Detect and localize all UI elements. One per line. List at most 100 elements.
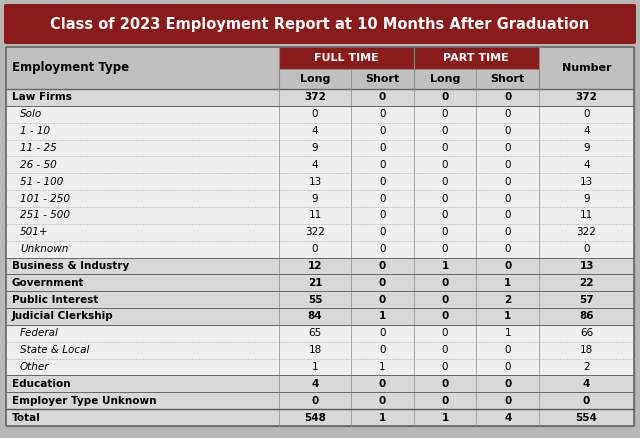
Text: 1: 1 [379, 362, 385, 372]
Text: 26 - 50: 26 - 50 [20, 160, 57, 170]
Text: Solo: Solo [20, 109, 42, 119]
Text: 4: 4 [583, 160, 590, 170]
Text: Business & Industry: Business & Industry [12, 261, 129, 271]
Bar [6, 359, 634, 375]
Text: 0: 0 [312, 109, 318, 119]
Text: 2: 2 [583, 362, 590, 372]
Text: 0: 0 [504, 160, 511, 170]
Text: 0: 0 [442, 362, 448, 372]
Bar [6, 240, 634, 258]
Bar [6, 342, 634, 359]
Bar [6, 89, 634, 106]
Text: Employment Type: Employment Type [12, 61, 129, 74]
Text: 0: 0 [504, 396, 511, 406]
Text: 0: 0 [442, 244, 448, 254]
Text: 18: 18 [308, 345, 322, 355]
Text: 0: 0 [504, 379, 511, 389]
Text: 13: 13 [580, 177, 593, 187]
Text: 0: 0 [504, 362, 511, 372]
Bar [413, 47, 539, 69]
Text: 13: 13 [579, 261, 594, 271]
Text: Short: Short [491, 74, 525, 84]
Text: 51 - 100: 51 - 100 [20, 177, 63, 187]
Bar [6, 258, 634, 274]
Text: 0: 0 [504, 143, 511, 153]
Text: 9: 9 [312, 143, 318, 153]
Text: 0: 0 [378, 295, 386, 304]
Text: 101 - 250: 101 - 250 [20, 194, 70, 204]
Text: 0: 0 [504, 345, 511, 355]
Text: 0: 0 [442, 126, 448, 136]
Text: Long: Long [430, 74, 460, 84]
Bar [279, 69, 351, 89]
Text: 86: 86 [579, 311, 594, 321]
Text: 0: 0 [504, 261, 511, 271]
Text: 4: 4 [583, 379, 590, 389]
Text: 0: 0 [378, 261, 386, 271]
Text: 0: 0 [442, 396, 449, 406]
Text: 322: 322 [577, 227, 596, 237]
Text: 0: 0 [379, 143, 385, 153]
Text: 22: 22 [579, 278, 594, 288]
Text: 1: 1 [312, 362, 318, 372]
Text: 9: 9 [312, 194, 318, 204]
Text: Federal: Federal [20, 328, 59, 338]
Text: 1 - 10: 1 - 10 [20, 126, 50, 136]
Text: 0: 0 [379, 227, 385, 237]
Text: 55: 55 [308, 295, 322, 304]
Text: 1: 1 [504, 328, 511, 338]
Text: 0: 0 [583, 396, 590, 406]
Text: 0: 0 [379, 210, 385, 220]
Text: 0: 0 [504, 194, 511, 204]
Bar [6, 207, 634, 224]
Text: 0: 0 [442, 177, 448, 187]
Text: 0: 0 [379, 194, 385, 204]
Text: 13: 13 [308, 177, 322, 187]
Bar [6, 106, 634, 123]
Text: Judicial Clerkship: Judicial Clerkship [12, 311, 114, 321]
Text: 0: 0 [379, 345, 385, 355]
Text: 251 - 500: 251 - 500 [20, 210, 70, 220]
Bar [476, 69, 539, 89]
Text: 0: 0 [504, 244, 511, 254]
Text: 0: 0 [504, 92, 511, 102]
Text: Other: Other [20, 362, 49, 372]
Text: 57: 57 [579, 295, 594, 304]
Text: Short: Short [365, 74, 399, 84]
Text: Long: Long [300, 74, 330, 84]
Text: Law Firms: Law Firms [12, 92, 72, 102]
Bar [6, 291, 634, 308]
Text: 0: 0 [583, 109, 590, 119]
Bar [6, 47, 634, 426]
Text: 0: 0 [442, 194, 448, 204]
Text: 0: 0 [378, 278, 386, 288]
Bar [6, 392, 634, 409]
Text: 4: 4 [312, 160, 318, 170]
Text: 0: 0 [442, 379, 449, 389]
Text: 11: 11 [580, 210, 593, 220]
Text: 0: 0 [378, 379, 386, 389]
Text: 66: 66 [580, 328, 593, 338]
Text: 0: 0 [379, 328, 385, 338]
Bar [413, 69, 476, 89]
Text: 0: 0 [379, 244, 385, 254]
Bar [6, 123, 634, 140]
Text: 0: 0 [442, 295, 449, 304]
Text: 1: 1 [442, 413, 449, 423]
Text: 0: 0 [379, 126, 385, 136]
Bar [6, 375, 634, 392]
Text: 1: 1 [504, 311, 511, 321]
Text: 2: 2 [504, 295, 511, 304]
Bar [6, 47, 279, 89]
Text: 0: 0 [583, 244, 590, 254]
Text: 0: 0 [379, 177, 385, 187]
Text: PART TIME: PART TIME [444, 53, 509, 63]
Text: Unknown: Unknown [20, 244, 68, 254]
Text: 0: 0 [442, 109, 448, 119]
Text: 1: 1 [442, 261, 449, 271]
Bar [6, 156, 634, 173]
Text: 0: 0 [379, 160, 385, 170]
Bar [539, 47, 634, 89]
Text: Class of 2023 Employment Report at 10 Months After Graduation: Class of 2023 Employment Report at 10 Mo… [51, 17, 589, 32]
Text: State & Local: State & Local [20, 345, 90, 355]
